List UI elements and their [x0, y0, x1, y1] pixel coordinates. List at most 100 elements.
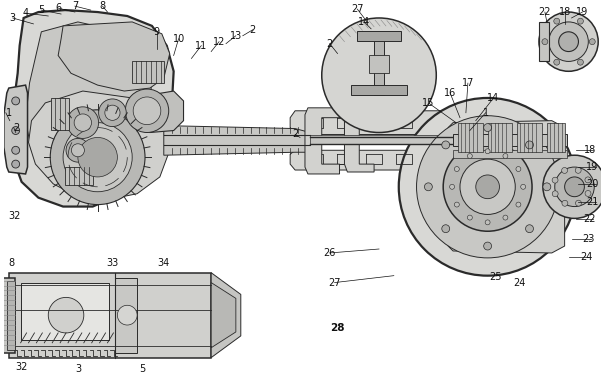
Text: 33: 33 — [106, 258, 119, 268]
Text: 27: 27 — [329, 278, 341, 288]
Text: 32: 32 — [9, 211, 21, 222]
Circle shape — [554, 18, 560, 24]
Circle shape — [460, 159, 515, 214]
FancyBboxPatch shape — [51, 98, 69, 129]
Circle shape — [63, 123, 132, 192]
Circle shape — [549, 22, 588, 62]
Text: 22: 22 — [584, 214, 596, 224]
FancyBboxPatch shape — [374, 38, 384, 95]
Text: 11: 11 — [195, 40, 208, 51]
Text: 9: 9 — [154, 27, 160, 37]
Circle shape — [562, 200, 568, 206]
Circle shape — [67, 107, 99, 138]
Circle shape — [74, 114, 91, 131]
FancyBboxPatch shape — [310, 136, 453, 144]
FancyBboxPatch shape — [453, 150, 567, 158]
Circle shape — [521, 185, 526, 189]
FancyBboxPatch shape — [116, 278, 137, 353]
Polygon shape — [211, 273, 241, 358]
Circle shape — [454, 167, 459, 172]
Text: 18: 18 — [584, 145, 596, 155]
Circle shape — [543, 183, 551, 191]
Circle shape — [526, 225, 534, 233]
FancyBboxPatch shape — [539, 22, 549, 62]
Circle shape — [117, 305, 137, 325]
Circle shape — [485, 220, 490, 225]
Circle shape — [585, 191, 591, 196]
FancyBboxPatch shape — [352, 85, 407, 95]
Text: 2: 2 — [249, 25, 256, 35]
Circle shape — [503, 215, 508, 220]
Circle shape — [442, 141, 450, 149]
Text: 18: 18 — [558, 7, 571, 17]
Polygon shape — [290, 150, 453, 170]
Circle shape — [468, 215, 473, 220]
Text: 2: 2 — [14, 123, 20, 133]
Circle shape — [48, 297, 84, 333]
Text: 15: 15 — [422, 98, 434, 108]
Text: 19: 19 — [577, 7, 589, 17]
Text: 24: 24 — [513, 278, 525, 288]
Polygon shape — [344, 111, 374, 172]
Text: 1: 1 — [483, 108, 489, 118]
Text: 8: 8 — [99, 1, 106, 11]
Polygon shape — [211, 283, 236, 348]
Circle shape — [575, 167, 581, 173]
Circle shape — [483, 124, 492, 131]
Circle shape — [539, 12, 598, 71]
Text: 5: 5 — [38, 5, 45, 15]
Circle shape — [468, 154, 473, 159]
Polygon shape — [25, 22, 152, 177]
Circle shape — [561, 167, 567, 173]
Text: 13: 13 — [230, 31, 242, 41]
Circle shape — [564, 177, 584, 197]
Circle shape — [526, 141, 534, 149]
Text: 6: 6 — [55, 3, 61, 13]
FancyBboxPatch shape — [517, 123, 542, 152]
FancyBboxPatch shape — [132, 62, 164, 83]
Text: 8: 8 — [9, 258, 15, 268]
Circle shape — [516, 202, 521, 207]
Text: 19: 19 — [586, 162, 598, 172]
Text: 2: 2 — [327, 39, 333, 49]
Circle shape — [552, 177, 558, 183]
Circle shape — [11, 97, 19, 105]
FancyBboxPatch shape — [458, 123, 483, 152]
FancyBboxPatch shape — [358, 31, 401, 41]
FancyBboxPatch shape — [65, 167, 93, 185]
Text: 34: 34 — [158, 258, 170, 268]
Text: 25: 25 — [489, 272, 502, 282]
Circle shape — [11, 146, 19, 154]
Text: 2: 2 — [292, 129, 298, 139]
Polygon shape — [138, 91, 183, 133]
FancyBboxPatch shape — [453, 134, 567, 146]
Text: 24: 24 — [580, 252, 592, 262]
Circle shape — [589, 39, 595, 45]
Text: 14: 14 — [488, 93, 500, 103]
Circle shape — [105, 105, 120, 120]
FancyBboxPatch shape — [1, 278, 15, 353]
Text: 17: 17 — [462, 78, 474, 88]
Circle shape — [503, 154, 508, 159]
Circle shape — [485, 149, 490, 154]
Circle shape — [11, 126, 19, 134]
Text: 12: 12 — [213, 37, 225, 47]
FancyBboxPatch shape — [7, 281, 15, 350]
Circle shape — [78, 138, 117, 177]
Circle shape — [322, 18, 436, 133]
Circle shape — [542, 39, 548, 45]
Circle shape — [99, 99, 126, 126]
Circle shape — [554, 59, 560, 65]
Text: 21: 21 — [586, 197, 598, 207]
Circle shape — [483, 242, 492, 250]
Polygon shape — [58, 22, 170, 91]
Circle shape — [442, 225, 450, 233]
Text: 20: 20 — [586, 179, 598, 189]
FancyBboxPatch shape — [21, 283, 110, 340]
Circle shape — [555, 167, 594, 207]
Polygon shape — [290, 111, 453, 134]
Circle shape — [133, 97, 161, 125]
FancyBboxPatch shape — [369, 55, 389, 73]
Text: 23: 23 — [582, 234, 594, 244]
Text: 28: 28 — [330, 323, 345, 333]
